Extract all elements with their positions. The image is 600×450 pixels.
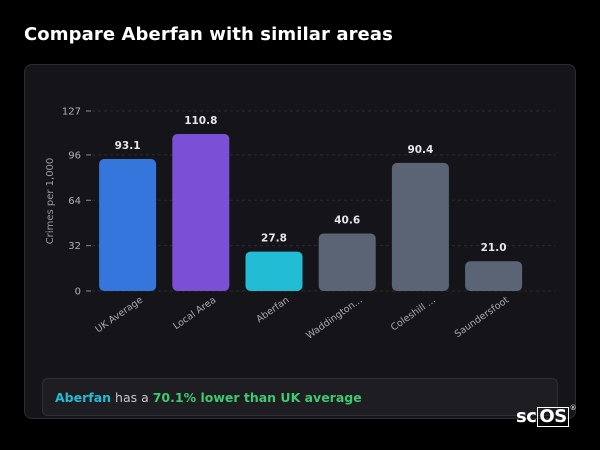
x-tick-label: Aberfan bbox=[254, 295, 291, 326]
brand-boxed: OS bbox=[537, 405, 569, 427]
bar-value-label: 40.6 bbox=[334, 214, 360, 226]
bar bbox=[465, 261, 523, 291]
page-title: Compare Aberfan with similar areas bbox=[24, 24, 393, 45]
bar-value-label: 90.4 bbox=[407, 144, 433, 156]
bar-value-label: 110.8 bbox=[184, 115, 217, 127]
bar bbox=[391, 162, 449, 291]
x-tick-label: Saundersfoot bbox=[453, 295, 511, 340]
x-tick-label: Waddington... bbox=[304, 295, 364, 342]
brand-logo: sc OS ® bbox=[516, 404, 577, 427]
bar-value-label: 21.0 bbox=[481, 242, 507, 254]
bar bbox=[245, 251, 303, 291]
brand-prefix: sc bbox=[516, 406, 537, 427]
bar bbox=[99, 159, 157, 291]
registered-mark: ® bbox=[569, 404, 577, 412]
summary-connector-text: has a bbox=[111, 389, 153, 405]
summary-difference: 70.1% lower than UK average bbox=[152, 389, 362, 405]
bar bbox=[172, 133, 230, 291]
x-tick-label: UK Average bbox=[93, 295, 145, 336]
y-tick-label: 127 bbox=[62, 107, 81, 118]
y-tick-label: 32 bbox=[68, 241, 81, 252]
bar-value-label: 27.8 bbox=[261, 233, 287, 245]
y-tick-label: 0 bbox=[75, 287, 81, 298]
y-tick-label: 96 bbox=[68, 150, 81, 161]
y-axis-label: Crimes per 1,000 bbox=[45, 158, 56, 245]
summary-area-name: Aberfan bbox=[55, 389, 112, 405]
bar-value-label: 93.1 bbox=[115, 140, 141, 152]
x-tick-label: Local Area bbox=[171, 295, 218, 332]
y-tick-label: 64 bbox=[68, 196, 81, 207]
comparison-summary: Aberfan has a 70.1% lower than UK averag… bbox=[42, 378, 558, 416]
x-tick-label: Coleshill ... bbox=[389, 295, 438, 334]
bar bbox=[318, 233, 376, 291]
